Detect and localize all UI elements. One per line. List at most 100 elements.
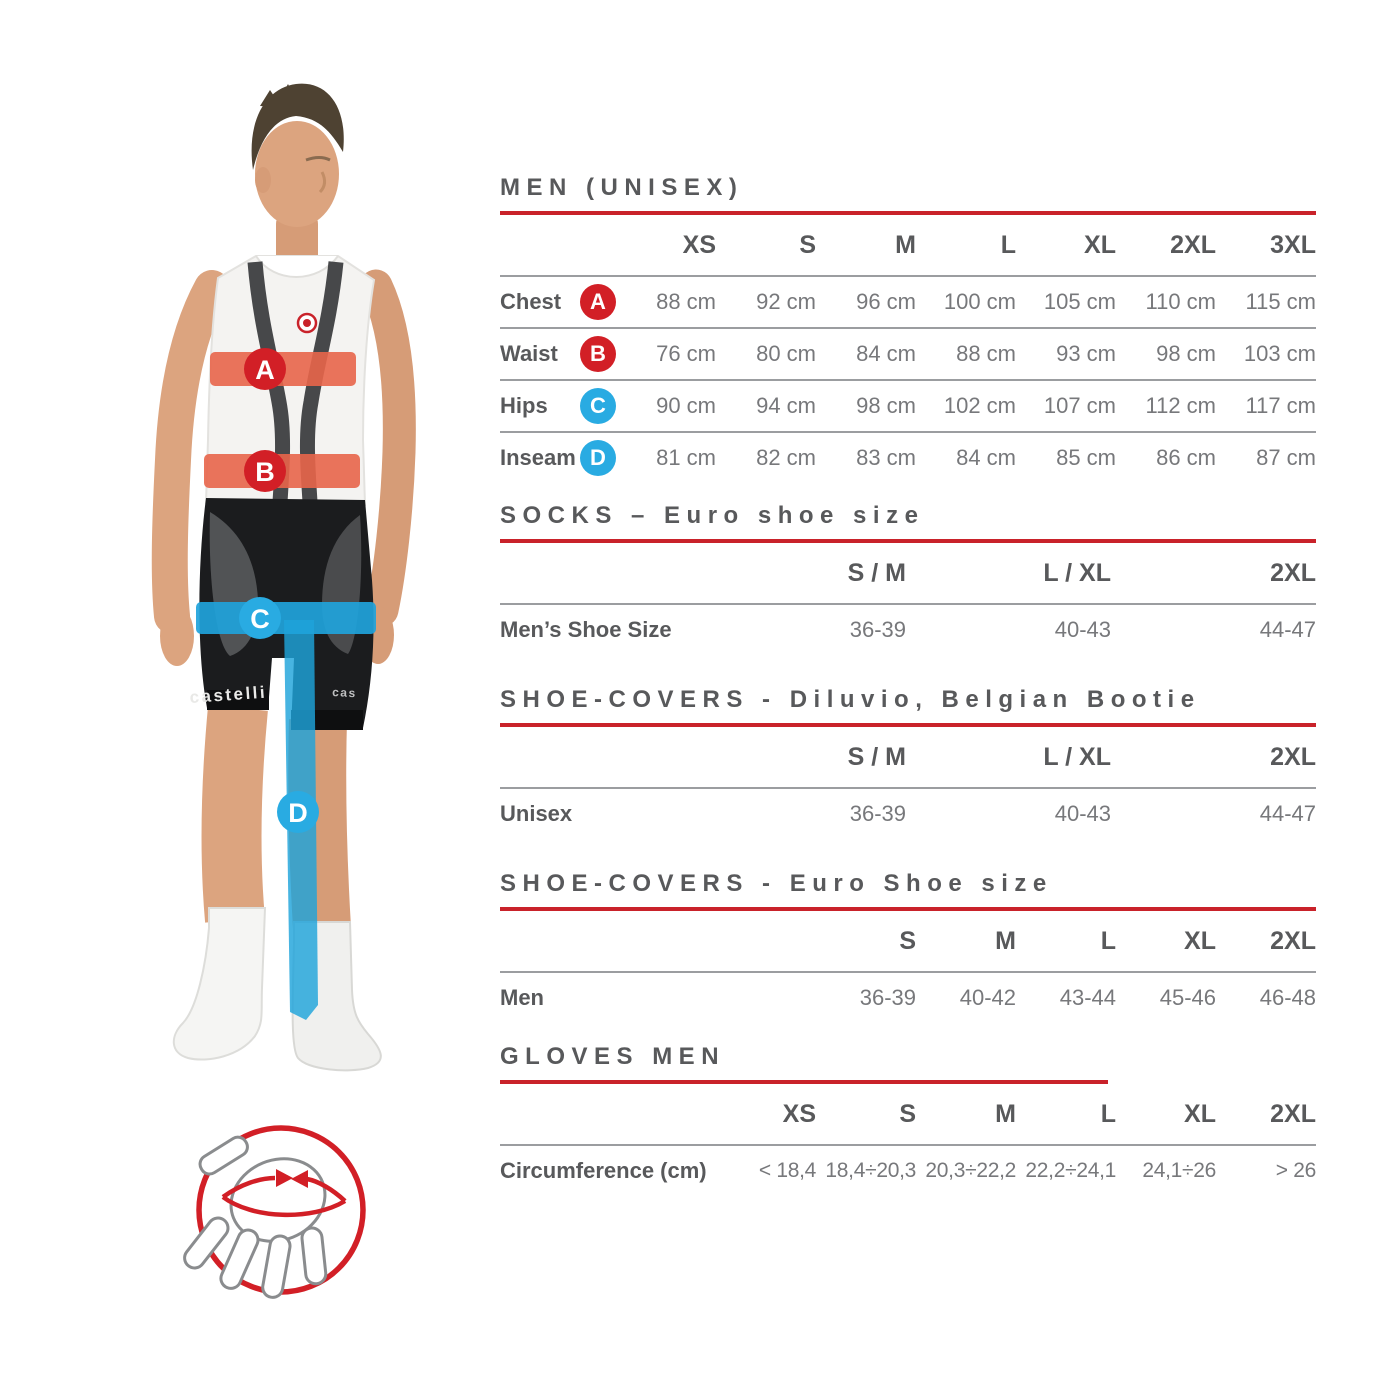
table-value: 88 cm — [656, 289, 716, 314]
table-value: 92 cm — [756, 289, 816, 314]
table-value: 43-44 — [1059, 985, 1116, 1010]
measure-arrows-icon — [221, 1169, 347, 1217]
right-leg — [288, 719, 351, 930]
column-header: S — [899, 926, 916, 955]
castelli-chest-logo-dot — [303, 319, 311, 327]
table-value: 76 cm — [656, 341, 716, 366]
column-header: 3XL — [1270, 230, 1316, 259]
table-header-row: S / M L / XL 2XL — [500, 543, 1316, 605]
table-value: 36-39 — [859, 985, 916, 1010]
column-header: 2XL — [1170, 230, 1216, 259]
table-value: 84 cm — [956, 445, 1016, 470]
table-value: 22,2÷24,1 — [1025, 1159, 1116, 1182]
column-header: M — [995, 926, 1016, 955]
red-rule — [500, 539, 1316, 543]
table-header-row: XS S M L XL 2XL 3XL — [500, 215, 1316, 277]
row-label: Inseam — [500, 445, 576, 470]
marker-a-badge — [244, 348, 286, 390]
marker-d-badge — [277, 791, 319, 833]
column-header: S / M — [847, 558, 906, 587]
size-tables-panel: MEN (UNISEX) XS S M L XL 2XL 3XL Chest A 88 cm 92 c… — [500, 0, 1316, 1400]
column-header: 2XL — [1270, 742, 1316, 771]
section-title: GLOVES MEN — [500, 1043, 726, 1070]
row-label-cell: Men — [500, 985, 816, 1011]
table-row: Men 36-39 40-42 43-44 45-46 46-48 — [500, 973, 1316, 1023]
table-value: 36-39 — [849, 617, 906, 642]
table-value: 36-39 — [849, 801, 906, 826]
table-value: 40-42 — [959, 985, 1016, 1010]
section-title: SHOE-COVERS - Euro Shoe size — [500, 870, 1053, 897]
marker-badge-b: B — [580, 336, 616, 372]
red-rule — [500, 723, 1316, 727]
section-title: SOCKS – Euro shoe size — [500, 502, 925, 529]
size-table-section: GLOVES MEN XS S M L XL 2XL Circumference (cm) < … — [500, 1043, 1316, 1196]
row-label-cell: Chest A — [500, 284, 616, 320]
column-header: XL — [1184, 926, 1216, 955]
table-header-row: S / M L / XL 2XL — [500, 727, 1316, 789]
nose-line — [318, 171, 327, 194]
column-header: L / XL — [1043, 742, 1111, 771]
column-header: M — [995, 1099, 1016, 1128]
face — [255, 121, 339, 227]
row-label-cell: Inseam D — [500, 440, 616, 476]
ear — [255, 167, 271, 193]
shorts-hem-left — [207, 690, 269, 710]
size-table-section: MEN (UNISEX) XS S M L XL 2XL 3XL Chest A 88 cm 92 c… — [500, 174, 1316, 483]
shorts-brand-text-right: cas — [332, 685, 357, 700]
red-rule — [500, 907, 1316, 911]
table-value: 86 cm — [1156, 445, 1216, 470]
red-rule — [500, 1080, 1108, 1084]
table-row: Inseam D 81 cm 82 cm 83 cm 84 cm 85 cm 86 cm 87 … — [500, 433, 1316, 483]
table-value: < 18,4 — [758, 1159, 816, 1182]
table-row: Chest A 88 cm 92 cm 96 cm 100 cm 105 cm 110 cm 1… — [500, 277, 1316, 329]
left-leg — [201, 705, 268, 923]
table-value: > 26 — [1275, 1159, 1317, 1182]
table-row: Men’s Shoe Size 36-39 40-43 44-47 — [500, 605, 1316, 655]
marker-badge-d: D — [580, 440, 616, 476]
right-arm — [359, 269, 416, 627]
marker-c-badge — [239, 597, 281, 639]
table-value: 88 cm — [956, 341, 1016, 366]
table-value: 80 cm — [756, 341, 816, 366]
marker-a-letter: A — [255, 355, 275, 385]
glove-measurement-icon — [183, 1125, 366, 1299]
size-table-section: SHOE-COVERS - Euro Shoe size S M L XL 2XL Men 3… — [500, 870, 1316, 1023]
row-label-cell: Circumference (cm) — [500, 1158, 716, 1184]
column-header: S / M — [847, 742, 906, 771]
row-label: Unisex — [500, 801, 573, 826]
column-header: L — [1100, 926, 1116, 955]
size-guide-figure: castelli cas A B C D — [151, 83, 416, 1299]
row-label-cell: Hips C — [500, 388, 616, 424]
table-value: 115 cm — [1245, 289, 1316, 314]
column-header: S — [899, 1099, 916, 1128]
table-value: 83 cm — [856, 445, 916, 470]
table-value: 94 cm — [756, 393, 816, 418]
table-row: Hips C 90 cm 94 cm 98 cm 102 cm 107 cm 112 cm 11… — [500, 381, 1316, 433]
table-header-row: XS S M L XL 2XL — [500, 1084, 1316, 1146]
marker-d-letter: D — [288, 798, 308, 828]
brow-line — [305, 156, 331, 162]
table-value: 112 cm — [1145, 393, 1216, 418]
table-value: 102 cm — [943, 393, 1016, 418]
table-value: 82 cm — [756, 445, 816, 470]
table-value: 117 cm — [1245, 393, 1316, 418]
red-rule — [500, 211, 1316, 215]
section-title: SHOE-COVERS - Diluvio, Belgian Bootie — [500, 686, 1201, 713]
table-value: 105 cm — [1043, 289, 1116, 314]
marker-c-letter: C — [250, 604, 270, 634]
row-label: Chest — [500, 289, 562, 314]
table-header-row: S M L XL 2XL — [500, 911, 1316, 973]
column-header: XS — [782, 1099, 816, 1128]
table-value: 46-48 — [1259, 985, 1316, 1010]
table-value: 90 cm — [656, 393, 716, 418]
table-value: 85 cm — [1056, 445, 1116, 470]
left-arm — [151, 270, 230, 634]
table-value: 84 cm — [856, 341, 916, 366]
table-row: Circumference (cm) < 18,4 18,4÷20,3 20,3÷22… — [500, 1146, 1316, 1196]
table-value: 44-47 — [1259, 617, 1316, 642]
column-header: 2XL — [1270, 1099, 1316, 1128]
table-value: 98 cm — [1156, 341, 1216, 366]
table-value: 40-43 — [1054, 617, 1111, 642]
column-header: S — [799, 230, 816, 259]
table-value: 93 cm — [1056, 341, 1116, 366]
